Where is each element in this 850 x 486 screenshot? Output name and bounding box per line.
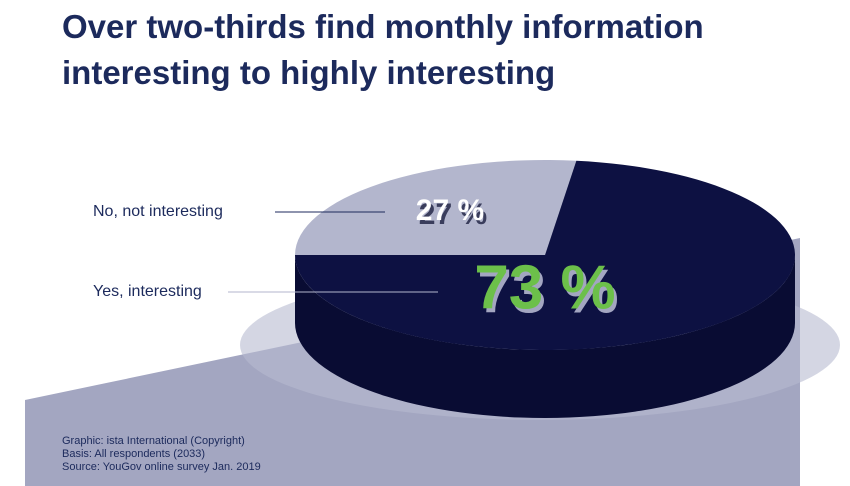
category-label: Yes, interesting [93, 283, 202, 300]
value-label-shadow: 73 % [477, 257, 618, 326]
chart-title: Over two-thirds find monthly information… [62, 8, 704, 91]
value-label-shadow: 27 % [419, 198, 487, 231]
source-note: Graphic: ista International (Copyright) [62, 435, 245, 447]
pie-slice [295, 160, 577, 255]
category-label: No, not interesting [93, 203, 223, 220]
value-label: 27 % [416, 194, 484, 227]
source-note: Basis: All respondents (2033) [62, 448, 205, 460]
source-note: Source: YouGov online survey Jan. 2019 [62, 461, 261, 473]
pie-side [295, 255, 795, 418]
value-label: 73 % [474, 253, 615, 322]
pie-slice [295, 160, 795, 350]
